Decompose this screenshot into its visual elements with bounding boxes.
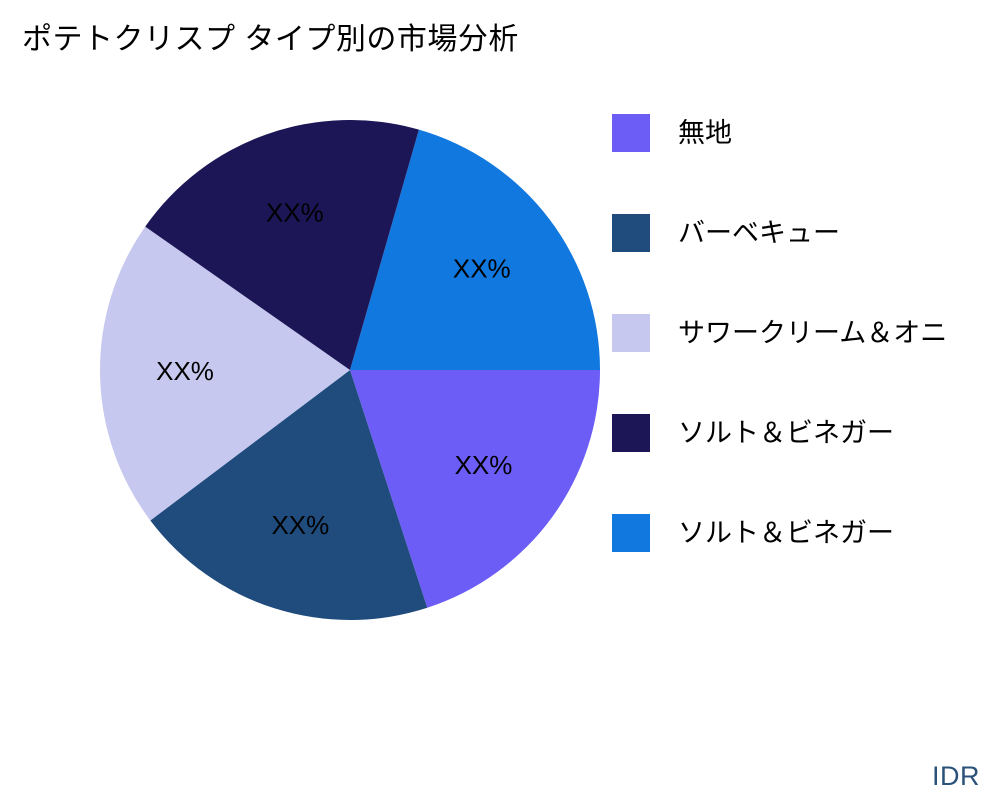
watermark-idr: IDR [932,761,980,791]
pie-chart: XX% XX% XX% XX% XX% [100,120,600,620]
page-title: ポテトクリスプ タイプ別の市場分析 [22,23,519,56]
pie-slices-group [100,120,600,620]
legend-item-label: 無地 [678,118,732,148]
legend-color-swatch [612,314,650,352]
legend-color-swatch [612,114,650,152]
legend-item-label: バーベキュー [678,218,840,248]
legend-color-swatch [612,214,650,252]
pie-labels-group: XX% XX% XX% XX% XX% [156,197,512,540]
legend-item[interactable]: 無地 [612,112,732,154]
pie-slice-label: XX% [453,254,511,284]
pie-slice[interactable] [145,120,419,370]
legend-item-label: ソルト＆ビネガー [678,518,894,548]
pie-slice-label: XX% [156,356,214,386]
pie-slice-label: XX% [271,510,329,540]
legend-item[interactable]: ソルト＆ビネガー [612,512,894,554]
pie-slice[interactable] [150,370,428,620]
legend-color-swatch [612,514,650,552]
legend: 無地バーベキューサワークリーム＆オニ ソルト＆ビネガー ソルト＆ビネガー [612,112,1000,592]
legend-item[interactable]: サワークリーム＆オニ [612,312,947,354]
pie-slice-label: XX% [455,450,513,480]
pie-slice[interactable] [350,129,600,370]
pie-slice[interactable] [100,226,350,521]
legend-item[interactable]: バーベキュー [612,212,840,254]
pie-chart-svg: XX% XX% XX% XX% XX% [100,120,600,620]
pie-slice-label: XX% [266,197,324,227]
pie-slice[interactable] [350,370,600,608]
legend-item-label: サワークリーム＆オニ [678,318,948,348]
legend-item[interactable]: ソルト＆ビネガー [612,412,894,454]
legend-item-label: ソルト＆ビネガー [678,418,894,448]
legend-color-swatch [612,414,650,452]
